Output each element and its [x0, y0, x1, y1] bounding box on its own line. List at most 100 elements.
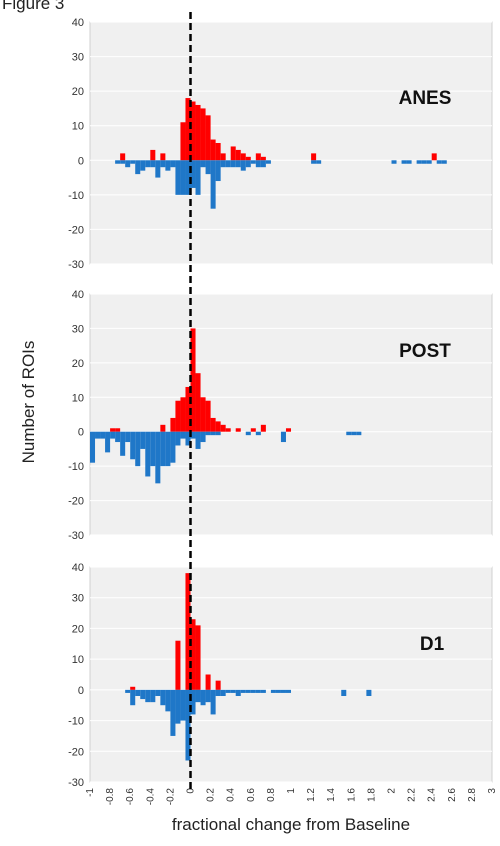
bar-negative	[265, 160, 271, 164]
bar-negative	[245, 689, 251, 693]
bar-negative	[225, 160, 231, 168]
bar-positive	[185, 386, 191, 432]
bar-positive	[205, 674, 211, 690]
x-tick-label: 2.8	[467, 788, 478, 802]
bar-positive	[260, 424, 266, 432]
bar-negative	[115, 431, 121, 443]
bar-positive	[235, 428, 241, 432]
plot-area	[89, 566, 493, 783]
y-tick-label: -30	[68, 530, 84, 542]
bar-negative	[280, 689, 286, 693]
bar-positive	[180, 122, 186, 161]
bar-negative	[160, 160, 166, 168]
y-tick-label: 10	[72, 121, 84, 133]
bar-negative	[185, 160, 191, 195]
bar-positive	[230, 146, 236, 161]
bar-positive	[210, 139, 216, 161]
y-tick-label: 30	[72, 323, 84, 335]
bar-negative	[120, 160, 126, 164]
bar-positive	[431, 153, 437, 161]
x-tick-label: 0.8	[266, 788, 277, 802]
chart-panel-anes: 40 30 20 10 0 -10 -20 -30 ANES	[68, 17, 493, 271]
bar-negative	[225, 689, 231, 693]
y-tick-label: -20	[68, 224, 84, 236]
y-tick-label: 20	[72, 86, 84, 98]
bar-negative	[145, 160, 151, 168]
bar-negative	[210, 160, 216, 209]
bar-positive	[130, 686, 136, 690]
x-tick-label: 3	[487, 788, 498, 794]
bar-negative	[285, 689, 291, 693]
bar-positive	[175, 400, 181, 432]
bar-negative	[215, 160, 221, 182]
bar-positive	[255, 153, 261, 161]
bar-negative	[255, 431, 261, 436]
bar-negative	[165, 689, 171, 712]
x-axis-label: fractional change from Baseline	[172, 815, 410, 834]
bar-negative	[110, 431, 116, 439]
bar-negative	[421, 160, 427, 164]
bar-positive	[240, 153, 246, 161]
panel-title: ANES	[399, 88, 452, 109]
x-tick-label: 1.6	[346, 788, 357, 802]
bar-negative	[155, 431, 161, 484]
y-tick-label: 20	[72, 358, 84, 370]
bar-negative	[155, 689, 161, 696]
chart-panel-post: 40 30 20 10 0 -10 -20 -30 POST	[68, 289, 493, 542]
x-tick-label: 1.2	[306, 788, 317, 802]
bar-negative	[140, 689, 146, 700]
x-tick-label: -0.8	[105, 788, 116, 806]
bar-positive	[215, 143, 221, 161]
bar-negative	[190, 431, 196, 439]
bar-negative	[150, 160, 156, 168]
x-tick-label: 2.6	[447, 788, 458, 802]
bar-positive	[215, 680, 221, 690]
y-axis-label: Number of ROIs	[19, 341, 38, 464]
y-tick-label: -10	[68, 716, 84, 728]
bar-negative	[90, 431, 96, 463]
y-tick-label: -20	[68, 496, 84, 508]
bar-positive	[200, 108, 206, 161]
bar-negative	[240, 689, 246, 693]
bar-negative	[316, 160, 322, 164]
bar-positive	[225, 428, 231, 432]
x-tick-label: 0	[186, 788, 197, 794]
bar-positive	[195, 373, 201, 432]
bar-positive	[215, 421, 221, 432]
bar-negative	[260, 689, 266, 693]
bar-negative	[391, 160, 397, 164]
bar-positive	[195, 625, 201, 690]
bar-negative	[165, 431, 171, 467]
y-tick-label: -10	[68, 461, 84, 473]
bar-negative	[255, 160, 261, 168]
bar-negative	[195, 431, 201, 449]
bar-negative	[175, 160, 181, 195]
bar-negative	[160, 689, 166, 706]
bar-negative	[120, 431, 126, 456]
bar-negative	[140, 160, 146, 171]
bar-negative	[230, 689, 236, 693]
bar-positive	[185, 98, 191, 161]
bar-negative	[130, 431, 136, 460]
bar-negative	[140, 431, 146, 449]
bar-negative	[346, 431, 352, 436]
bar-positive	[115, 428, 121, 432]
x-tick-label: 2.4	[427, 788, 438, 802]
bar-negative	[250, 160, 256, 164]
bar-negative	[145, 431, 151, 477]
y-tick-label: 0	[78, 155, 84, 167]
bar-negative	[255, 689, 261, 693]
bar-positive	[150, 149, 156, 161]
x-tick-label: 2	[387, 788, 398, 794]
bar-negative	[125, 160, 131, 168]
bar-negative	[366, 689, 372, 696]
bar-positive	[285, 428, 291, 432]
bar-negative	[150, 431, 156, 467]
bar-negative	[150, 689, 156, 703]
bar-positive	[120, 153, 126, 161]
bar-negative	[210, 431, 216, 436]
y-tick-label: -20	[68, 746, 84, 758]
bar-negative	[180, 431, 186, 439]
bar-positive	[250, 428, 256, 432]
bar-positive	[220, 153, 226, 161]
